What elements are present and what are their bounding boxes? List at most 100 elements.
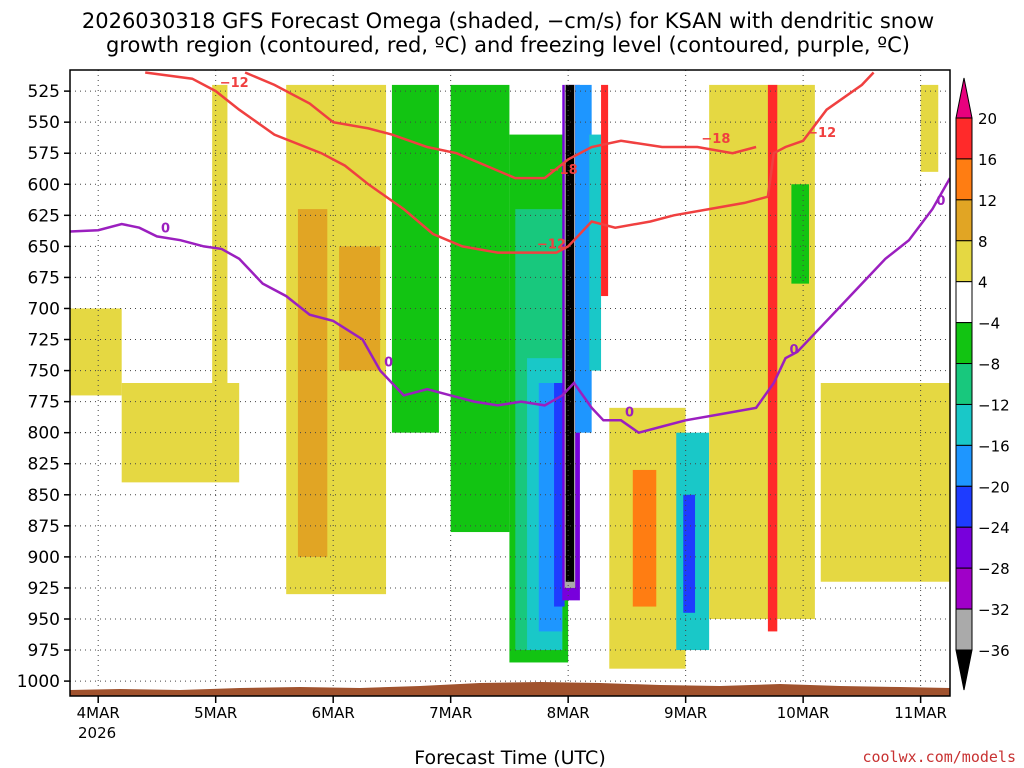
colorbar-segment-8 <box>955 444 973 487</box>
y-tick-label-625: 625 <box>28 206 60 226</box>
y-tick-label-775: 775 <box>28 393 60 413</box>
dendritic-minus18-contour-label-0: −18 <box>549 163 578 178</box>
x-tick-label-11: 11MAR <box>894 704 947 722</box>
x-tick-label-4: 4MAR <box>77 704 120 722</box>
colorbar-label-12: −32 <box>978 601 1010 619</box>
omega-region-yellow-11mar-top <box>920 84 939 172</box>
y-tick-label-1000: 1000 <box>17 672 60 692</box>
colorbar-label-6: −8 <box>978 356 1000 374</box>
dendritic-minus12-right-contour <box>766 71 875 197</box>
x-tick-label-10: 10MAR <box>777 704 830 722</box>
dendritic-minus12-contour <box>145 71 769 254</box>
x-tick-label-6: 6MAR <box>312 704 355 722</box>
x-tick-label-7: 7MAR <box>429 704 472 722</box>
chart-title-line2: growth region (contoured, red, ºC) and f… <box>106 33 910 57</box>
colorbar-segment-12 <box>955 608 973 651</box>
dendritic-minus12-contour-label-0: −12 <box>220 76 249 91</box>
y-axis: 525 550 575 600 625 650 675 700 725 750 775 800 825 8… <box>17 82 70 692</box>
freezing-level-contour-label-0: 0 <box>161 221 170 236</box>
y-tick-label-525: 525 <box>28 82 60 102</box>
plot-frame <box>69 69 951 697</box>
omega-region-green-10mar <box>791 184 810 284</box>
x-tick-label-5: 5MAR <box>194 704 237 722</box>
colorbar-segment-11 <box>955 567 973 610</box>
y-tick-label-575: 575 <box>28 144 60 164</box>
dendritic-minus18-contour-label-1: −18 <box>701 132 730 147</box>
colorbar-label-8: −16 <box>978 437 1010 455</box>
freezing-level-contour <box>70 177 950 435</box>
y-tick-label-825: 825 <box>28 455 60 475</box>
omega-region-orange-6mar <box>297 209 328 557</box>
colorbar-label-9: −20 <box>978 478 1010 496</box>
colorbar-segment-1 <box>955 158 973 201</box>
y-tick-label-925: 925 <box>28 579 60 599</box>
y-tick-label-725: 725 <box>28 331 60 351</box>
omega-region-red-8mar <box>601 84 609 297</box>
colorbar-segment-7 <box>955 403 973 446</box>
omega-region-yellow-10-11mar <box>820 383 950 582</box>
y-tick-label-650: 650 <box>28 237 60 257</box>
x-axis: 4MAR 5MAR 6MAR 7MAR 8MAR 9MAR 10MAR 11MAR <box>77 696 947 722</box>
omega-region-cyan-8mar-upper <box>589 134 602 371</box>
chart-title-line1: 2026030318 GFS Forecast Omega (shaded, −… <box>82 9 934 33</box>
omega-region-blue-8mar-upper <box>575 84 592 433</box>
colorbar-segment-6 <box>955 363 973 405</box>
y-tick-label-600: 600 <box>28 175 60 195</box>
y-tick-label-675: 675 <box>28 268 60 288</box>
colorbar-label-3: 8 <box>978 233 988 251</box>
y-tick-label-900: 900 <box>28 548 60 568</box>
colorbar-label-4: 4 <box>978 274 988 292</box>
colorbar-segment-2 <box>955 199 973 242</box>
colorbar-segment-3 <box>955 240 973 283</box>
omega-region-darkblue-9mar <box>683 494 696 613</box>
terrain-strip <box>70 682 950 696</box>
y-tick-label-700: 700 <box>28 299 60 319</box>
colorbar: 20 16 12 8 4 −4 −8 −12 −16 −20 −24 −28 −32 −36 <box>955 77 1010 691</box>
y-tick-label-950: 950 <box>28 610 60 630</box>
colorbar-segment-9 <box>955 485 973 528</box>
dendritic-minus18-contour <box>244 71 757 180</box>
x-year-label: 2026 <box>78 724 116 742</box>
colorbar-label-5: −4 <box>978 315 1000 333</box>
omega-region-red-10mar <box>767 84 778 632</box>
y-tick-label-875: 875 <box>28 517 60 537</box>
x-axis-label: Forecast Time (UTC) <box>414 747 605 768</box>
colorbar-label-0: 20 <box>978 110 997 128</box>
y-tick-label-975: 975 <box>28 641 60 661</box>
colorbar-label-1: 16 <box>978 151 997 169</box>
omega-region-darkblue-8mar <box>554 383 565 607</box>
x-tick-label-9: 9MAR <box>664 704 707 722</box>
omega-region-black-8mar <box>565 84 575 582</box>
y-tick-label-550: 550 <box>28 113 60 133</box>
y-tick-label-750: 750 <box>28 362 60 382</box>
colorbar-bottom-arrow <box>955 649 973 691</box>
freezing-level-contour-label-3: 0 <box>790 343 799 358</box>
colorbar-segment-10 <box>955 526 973 569</box>
colorbar-label-10: −24 <box>978 519 1010 537</box>
colorbar-label-7: −12 <box>978 396 1010 414</box>
freezing-level-contour-label-2: 0 <box>625 405 634 420</box>
credit-label: coolwx.com/models <box>862 748 1016 766</box>
omega-region-yellow-4mar <box>70 308 122 396</box>
dendritic-minus12-contour-label-1: −12 <box>537 238 566 253</box>
colorbar-segment-5 <box>955 322 973 365</box>
contours: −12 −12 −12 −18 −18 0 0 0 0 0 <box>70 71 950 435</box>
colorbar-segment-0 <box>955 117 973 160</box>
omega-region-yellow-9-10mar <box>709 84 815 619</box>
y-tick-label-800: 800 <box>28 424 60 444</box>
dendritic-minus12-right-contour-label-0: −12 <box>807 126 836 141</box>
colorbar-top-arrow <box>955 77 973 119</box>
colorbar-label-13: −36 <box>978 642 1010 660</box>
colorbar-label-11: −28 <box>978 560 1010 578</box>
omega-region-yellow-5mar <box>212 84 228 433</box>
freezing-level-contour-label-4: 0 <box>936 194 945 209</box>
colorbar-label-2: 12 <box>978 192 997 210</box>
omega-region-orange-8mar-low <box>632 469 657 607</box>
gridlines <box>70 70 950 696</box>
colorbar-segment-4 <box>955 281 973 324</box>
freezing-level-contour-label-1: 0 <box>384 356 393 371</box>
x-tick-label-8: 8MAR <box>547 704 590 722</box>
plot-area: −12 −12 −12 −18 −18 0 0 0 0 0 <box>70 70 950 696</box>
omega-shading <box>70 84 950 669</box>
